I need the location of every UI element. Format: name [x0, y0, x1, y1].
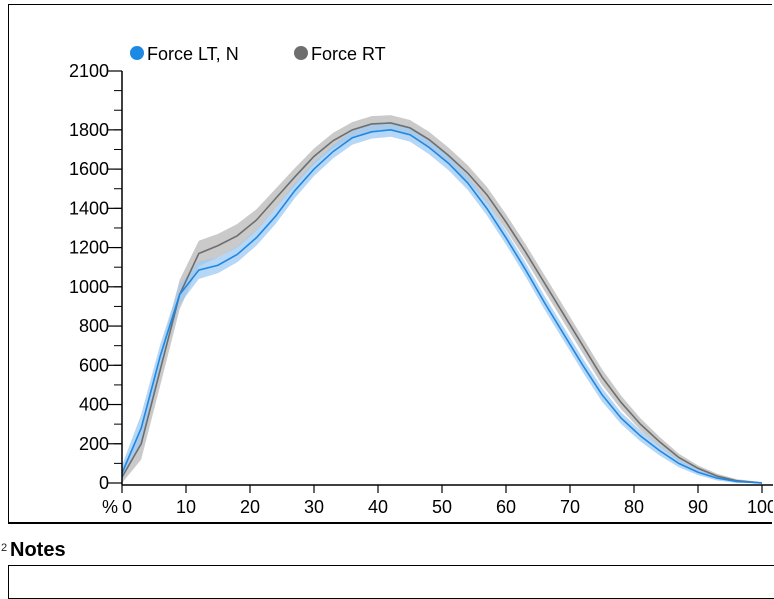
x-tick-label: 10: [176, 497, 196, 517]
y-tick-label: 1600: [69, 159, 109, 179]
band-force-lt: [122, 122, 762, 483]
legend-marker-force-lt: [130, 46, 144, 60]
band-force-rt: [122, 115, 762, 484]
x-tick-label: 40: [368, 497, 388, 517]
x-tick-label: 60: [496, 497, 516, 517]
x-tick-label: 30: [304, 497, 324, 517]
x-tick-label: 20: [240, 497, 260, 517]
x-tick-label: 80: [624, 497, 644, 517]
y-tick-label: 1800: [69, 120, 109, 140]
y-tick-label: 400: [79, 395, 109, 415]
legend-label-force-rt: Force RT: [311, 44, 386, 64]
y-tick-label: 0: [99, 473, 109, 493]
x-tick-label: 100: [747, 497, 773, 517]
y-tick-label: 1200: [69, 238, 109, 258]
notes-box[interactable]: [8, 565, 774, 599]
y-tick-label: 1400: [69, 198, 109, 218]
y-tick-label: 2100: [69, 61, 109, 81]
y-tick-label: 200: [79, 434, 109, 454]
x-tick-label: 70: [560, 497, 580, 517]
x-tick-label: 50: [432, 497, 452, 517]
x-tick-label: 0: [122, 497, 132, 517]
y-tick-label: 800: [79, 316, 109, 336]
section-number: 2: [1, 542, 8, 554]
force-chart: 0 200 400 600 800 1000 1200 1400 1600 1800 2100 0 10…: [69, 44, 773, 517]
line-force-lt: [121, 129, 763, 484]
notes-title: Notes: [10, 539, 66, 561]
line-force-rt: [121, 122, 763, 484]
y-tick-label: 1000: [69, 277, 109, 297]
legend-label-force-lt: Force LT, N: [147, 44, 239, 64]
x-unit-label: %: [102, 497, 118, 517]
chart-panel: 0 200 400 600 800 1000 1200 1400 1600 1800 2100 0 10…: [8, 4, 773, 524]
x-tick-label: 90: [688, 497, 708, 517]
legend-marker-force-rt: [294, 46, 308, 60]
y-tick-label: 600: [79, 355, 109, 375]
